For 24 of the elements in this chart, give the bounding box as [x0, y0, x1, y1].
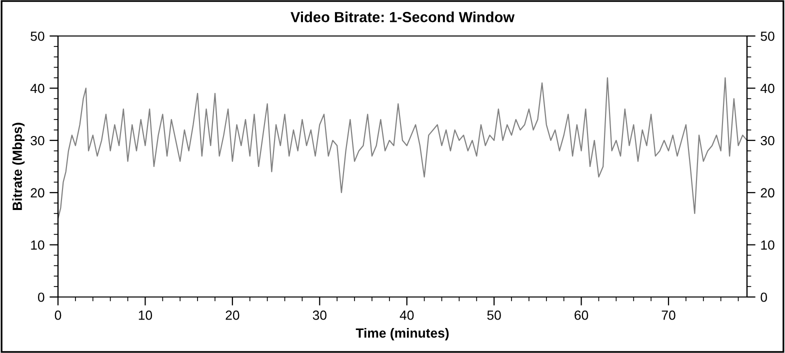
x-tick-label: 20: [226, 310, 240, 320]
y-tick-label: 30: [30, 136, 44, 146]
x-tick-label: 70: [662, 310, 676, 320]
y-axis-title: Bitrate (Mbps): [12, 122, 25, 210]
y2-tick-label: 30: [760, 136, 774, 146]
y-tick-label: 50: [30, 32, 44, 41]
x-tick-label: 40: [400, 310, 414, 320]
y2-tick-label: 50: [760, 32, 774, 41]
y-tick-label: 20: [30, 188, 44, 198]
x-tick-label: 10: [138, 310, 152, 320]
x-tick-label: 0: [54, 310, 62, 320]
line-series: [58, 77, 747, 220]
x-axis-title: Time (minutes): [356, 328, 449, 340]
y2-tick-label: 20: [760, 188, 774, 198]
x-tick-label: 60: [574, 310, 588, 320]
x-tick-label: 30: [312, 310, 326, 320]
chart-title: Video Bitrate: 1-Second Window: [290, 12, 515, 22]
y-tick-label: 0: [38, 292, 44, 302]
y-tick-label: 40: [30, 84, 44, 94]
y2-tick-label: 40: [760, 84, 774, 94]
y2-tick-label: 10: [761, 240, 774, 250]
x-tick-label: 50: [487, 310, 501, 320]
y-tick-label: 10: [31, 240, 44, 250]
y2-tick-label: 0: [760, 292, 768, 302]
